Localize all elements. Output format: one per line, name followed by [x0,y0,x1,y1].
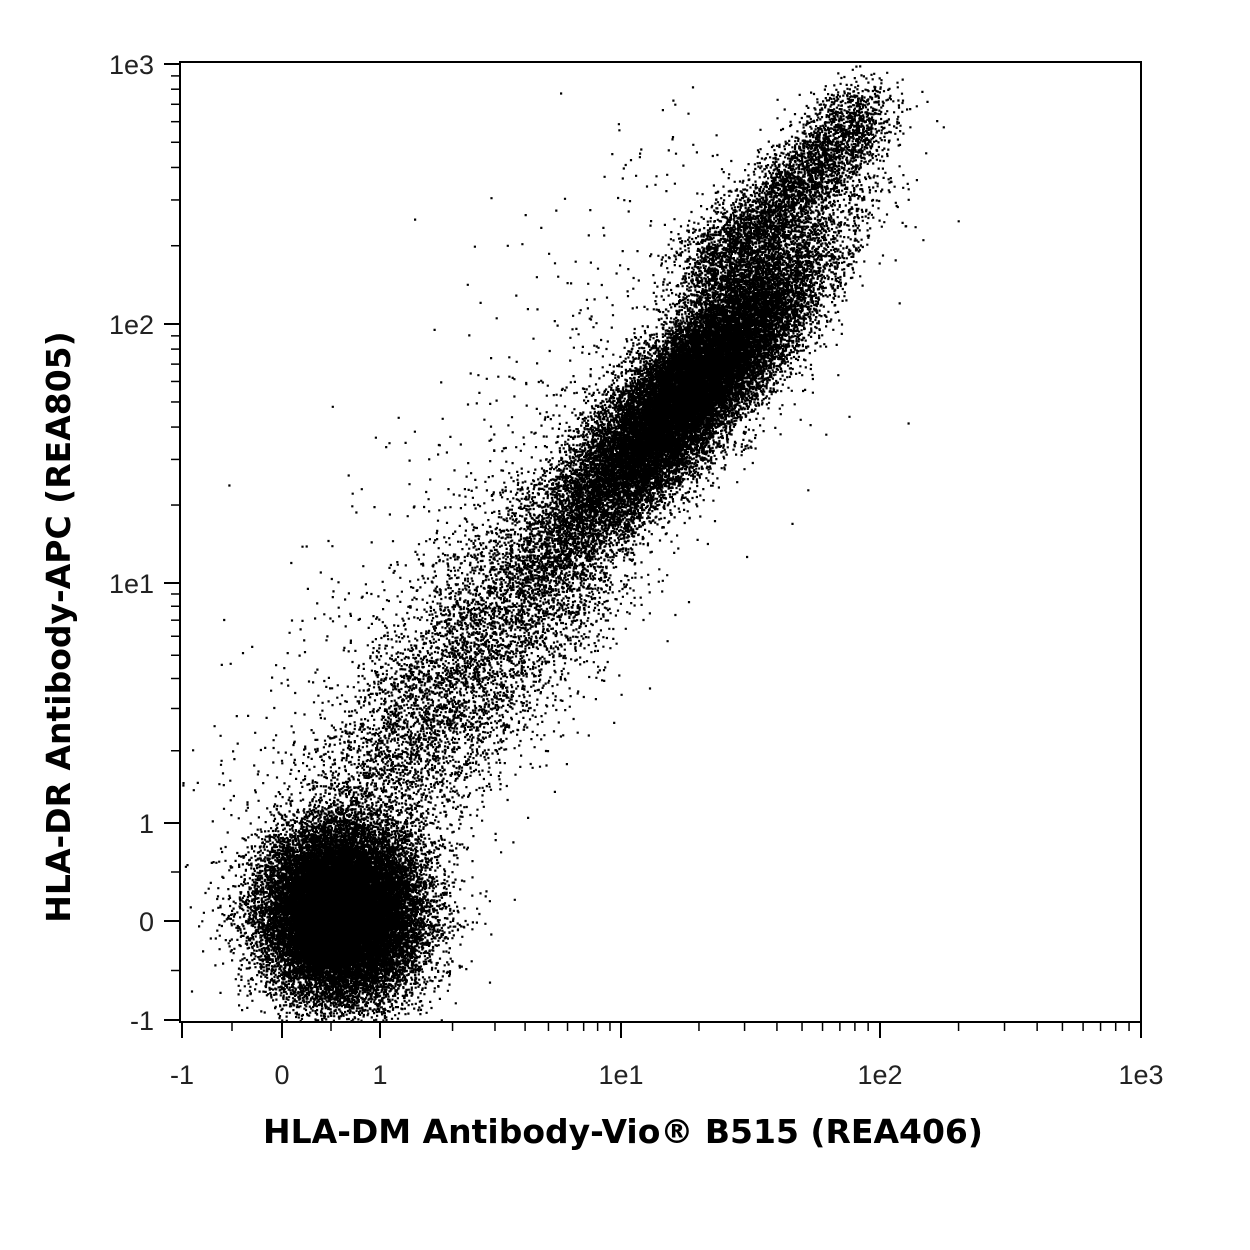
scatter-points [182,65,960,1023]
y-tick-label: 1e2 [109,310,154,340]
x-axis-tick-labels: -1 0 1 1e1 1e2 1e3 [170,1060,1164,1090]
x-tick-label: -1 [170,1060,194,1090]
x-tick-label: 1 [372,1060,387,1090]
y-tick-label: 1 [139,809,154,839]
y-tick-label: 1e3 [109,50,154,80]
plot-frame [179,61,1142,1023]
x-axis-title: HLA-DM Antibody-Vio® B515 (REA406) [263,1112,983,1151]
data-points [182,65,960,1023]
x-axis-ticks [181,1022,1142,1038]
x-tick-label: 1e3 [1118,1060,1163,1090]
y-axis-ticks [164,63,180,1021]
y-axis-tick-labels: -1 0 1 1e1 1e2 1e3 [109,50,154,1036]
y-axis-title: HLA-DR Antibody-APC (REA805) [39,331,78,922]
y-tick-label: 0 [139,907,154,937]
x-tick-label: 0 [274,1060,289,1090]
x-tick-label: 1e2 [857,1060,902,1090]
x-tick-label: 1e1 [598,1060,643,1090]
y-tick-label: 1e1 [109,569,154,599]
y-tick-label: -1 [130,1006,154,1036]
